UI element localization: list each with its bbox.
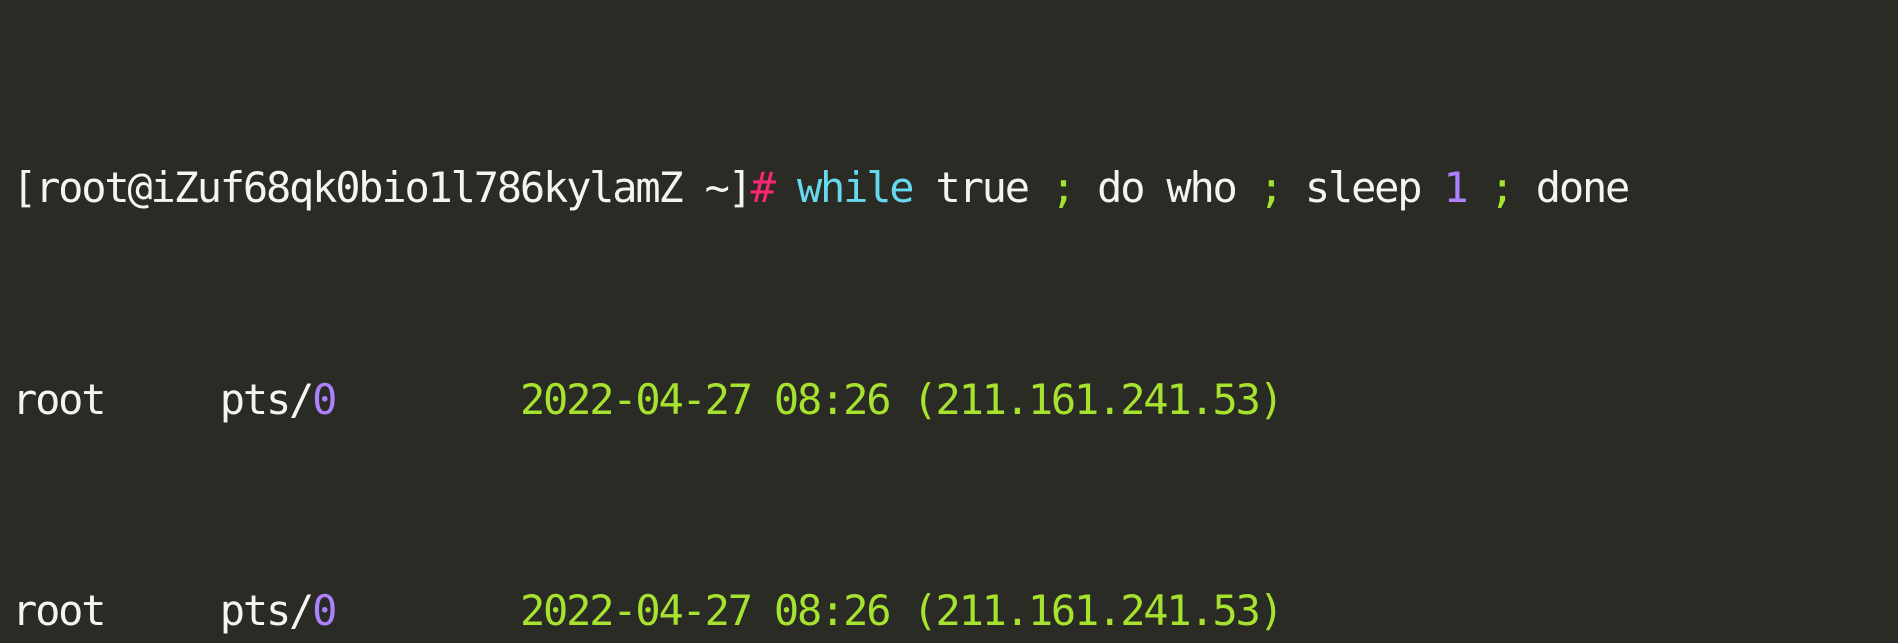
space — [774, 163, 797, 212]
command-line: [root@iZuf68qk0bio1l786kylamZ ~]# while … — [12, 162, 1898, 215]
who-tty: pts/ — [219, 374, 315, 424]
space — [1467, 163, 1490, 212]
who-row: root pts/0 2022-04-27 08:26 (211.161.241… — [12, 585, 1898, 638]
word-done: done — [1512, 163, 1631, 213]
word-true: true — [912, 163, 1051, 213]
semicolon: ; — [1050, 163, 1076, 213]
pad — [104, 586, 219, 635]
who-user: root — [12, 374, 107, 424]
semicolon: ; — [1258, 163, 1284, 213]
semicolon: ; — [1489, 163, 1515, 213]
prompt-hash: # — [750, 163, 776, 213]
keyword-while: while — [796, 163, 915, 213]
who-tty-num: 0 — [312, 374, 337, 424]
pad — [335, 375, 520, 424]
who-tty-num: 0 — [312, 585, 337, 635]
number-literal: 1 — [1443, 163, 1468, 213]
pad — [335, 586, 520, 635]
shell-prompt: [root@iZuf68qk0bio1l786kylamZ ~] — [12, 163, 753, 213]
who-user: root — [12, 585, 107, 635]
who-login: 2022-04-27 08:26 (211.161.241.53) — [519, 374, 1284, 424]
who-tty: pts/ — [219, 585, 315, 635]
who-login: 2022-04-27 08:26 (211.161.241.53) — [519, 585, 1284, 635]
who-row: root pts/0 2022-04-27 08:26 (211.161.241… — [12, 374, 1898, 427]
word-sleep: sleep — [1281, 163, 1444, 213]
pad — [104, 375, 219, 424]
words-do-who: do who — [1074, 163, 1259, 213]
